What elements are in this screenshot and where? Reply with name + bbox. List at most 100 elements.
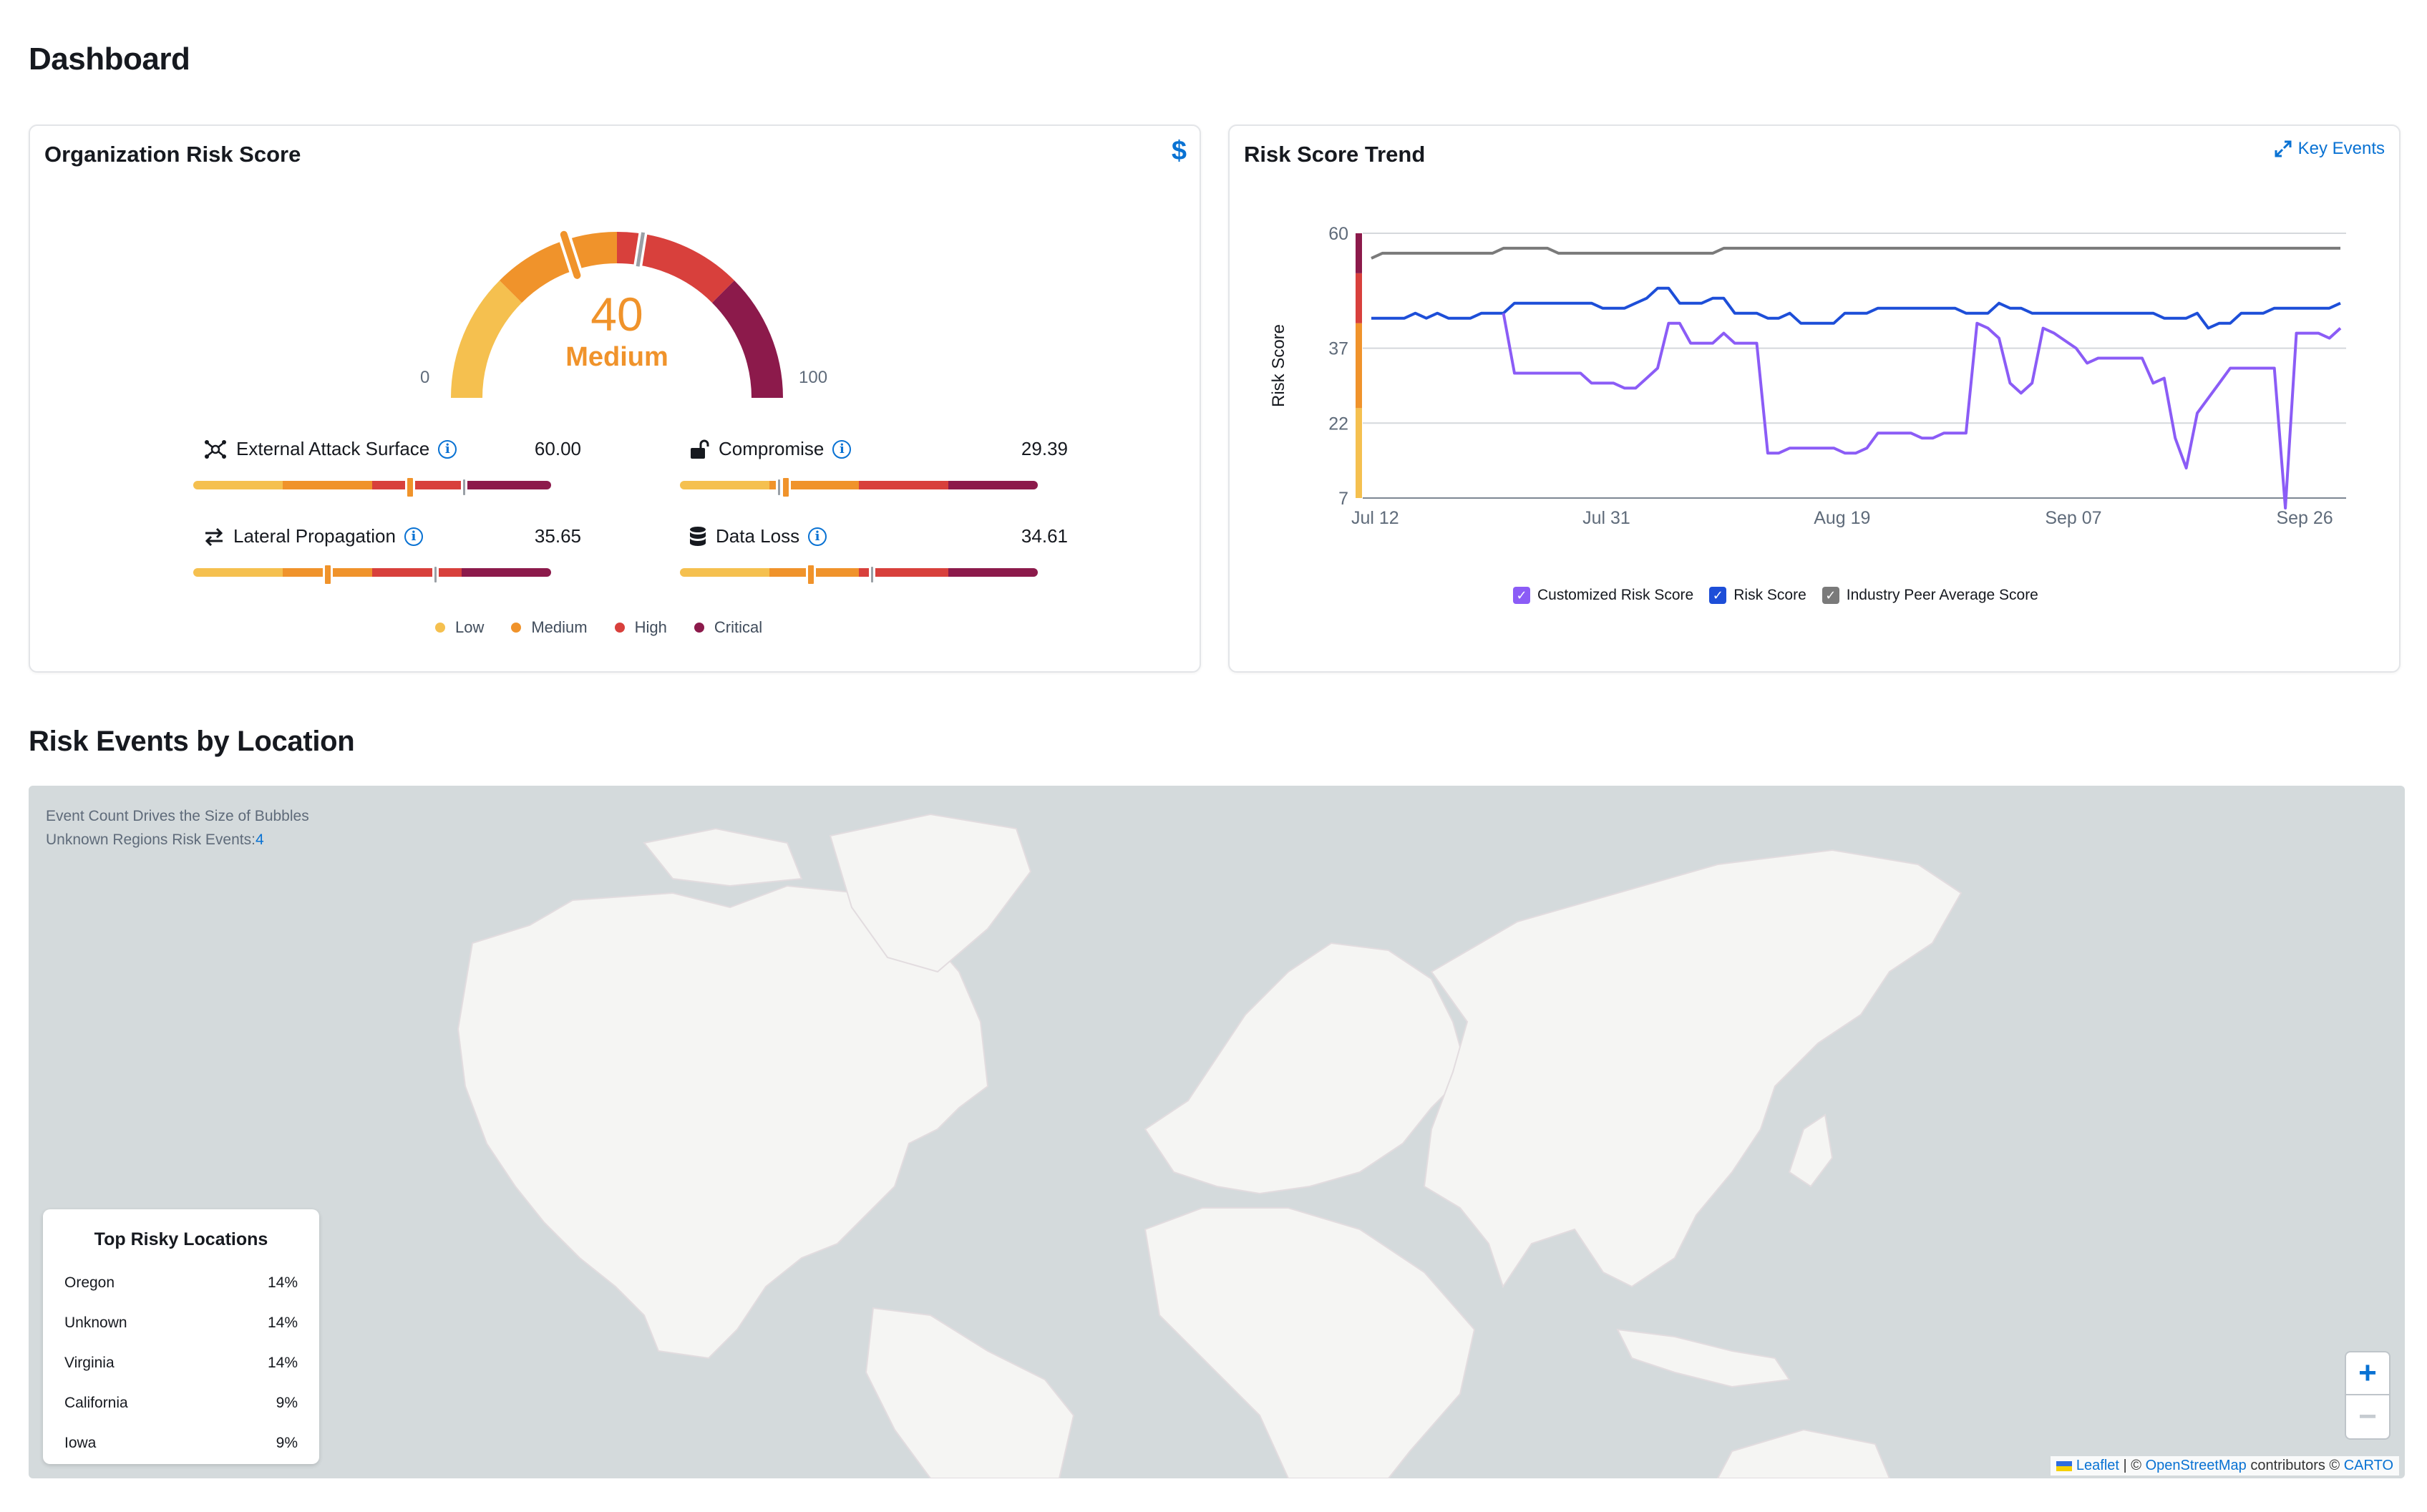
expand-icon [2275,140,2292,157]
subscore-bar-compromise [680,476,1038,499]
peer-marker [460,477,467,497]
subscore-value-lateral: 35.65 [534,525,581,547]
location-pct: 14% [267,1315,298,1331]
series-line-0[interactable] [1371,246,2340,260]
legend-toggle-peer[interactable]: ✓ Industry Peer Average Score [1822,587,2038,604]
bar-segment-2 [372,481,462,489]
bar-segment-1 [283,481,372,489]
score-marker [806,563,816,586]
risk-events-map[interactable]: Event Count Drives the Size of Bubbles U… [29,786,2405,1478]
list-item: Unknown 14% [64,1303,298,1343]
legend-item-critical: Critical [694,618,762,637]
subscore-label: Lateral Propagation [233,525,396,547]
trend-legend: ✓ Customized Risk Score ✓ Risk Score ✓ Indu… [1513,587,2038,604]
zoom-out-button[interactable]: − [2358,1399,2377,1434]
legend-label: Low [455,618,485,636]
unknown-regions-count[interactable]: 4 [255,831,264,848]
gauge-segment-0 [451,280,522,399]
subscore-value-compromise: 29.39 [1021,438,1068,459]
risk-gauge [451,228,783,399]
risk-band-2 [1356,273,1362,323]
bar-segment-2 [859,481,948,489]
location-name: Iowa [64,1435,97,1451]
legend-label: Critical [714,618,763,636]
subscore-label: Data Loss [716,525,800,547]
europe-land [1144,942,1469,1195]
dollar-icon[interactable]: $ [1171,136,1187,166]
bubble-size-note: Event Count Drives the Size of Bubbles [46,808,309,824]
legend-label: Medium [531,618,588,636]
checkbox-checked-icon[interactable]: ✓ [1709,587,1727,604]
gauge-needle [560,230,581,279]
australia-land [1716,1428,1891,1478]
attrib-text: contributors © [2250,1458,2340,1473]
risk-band-1 [1356,323,1362,409]
unknown-regions-label: Unknown Regions Risk Events: [46,831,256,848]
map-attribution: Leaflet | © OpenStreetMap contributors ©… [2051,1456,2399,1476]
bar-segment-1 [769,481,859,489]
subscore-name-external: External Attack Surface i [203,438,457,460]
gauge-segment-1 [499,232,618,303]
network-nodes-icon [205,439,226,459]
bar-segment-3 [462,568,551,577]
legend-dot [614,623,625,633]
bar-segment-0 [680,481,769,489]
legend-dot [694,623,704,633]
bar-track [193,481,551,489]
bar-segment-0 [680,568,769,577]
list-item: Iowa 9% [64,1423,298,1463]
info-icon[interactable]: i [404,527,423,546]
y-tick-label: 37 [1328,339,1348,359]
gauge-level: Medium [565,342,668,372]
bar-segment-3 [948,481,1038,489]
leaflet-link[interactable]: Leaflet [2076,1458,2119,1473]
top-risky-title: Top Risky Locations [94,1229,268,1249]
location-name: Unknown [64,1315,127,1331]
location-name: Oregon [64,1274,115,1291]
subscore-bar-external [193,476,551,499]
location-pct: 9% [276,1435,298,1451]
southeast-asia-islands-land [1616,1328,1791,1388]
legend-dot [511,623,522,633]
subscore-label: Compromise [719,438,825,459]
bar-segment-2 [372,568,462,577]
legend-label: Risk Score [1733,587,1806,603]
subscore-name-compromise: Compromise i [689,438,852,460]
risk-trend-title: Risk Score Trend [1244,142,1426,167]
location-name: Virginia [64,1355,115,1371]
legend-item-medium: Medium [511,618,588,637]
osm-link[interactable]: OpenStreetMap [2145,1458,2247,1473]
series-line-2[interactable] [1502,313,2342,509]
map-note: Event Count Drives the Size of Bubbles U… [46,804,309,852]
info-icon[interactable]: i [808,527,827,546]
bar-segment-3 [948,568,1038,577]
south-america-land [865,1307,1075,1478]
checkbox-checked-icon[interactable]: ✓ [1513,587,1530,604]
legend-toggle-customized[interactable]: ✓ Customized Risk Score [1513,587,1693,604]
bar-segment-3 [462,481,551,489]
checkbox-checked-icon[interactable]: ✓ [1822,587,1839,604]
series-line-1[interactable] [1371,286,2341,330]
asia-land [1423,849,1962,1289]
swap-arrows-icon [205,527,223,546]
zoom-in-button[interactable]: + [2346,1352,2389,1395]
bar-track [193,568,551,577]
subscore-value-dataloss: 34.61 [1021,525,1068,547]
legend-dot [435,623,445,633]
world-map[interactable] [29,786,2405,1478]
unknown-regions-note: Unknown Regions Risk Events:4 [46,828,309,852]
continents [457,813,1962,1478]
africa-land [1144,1207,1476,1478]
gauge-segment-2 [616,232,735,303]
key-events-button[interactable]: Key Events [2274,139,2385,159]
x-tick-label: Sep 26 [2276,508,2333,528]
carto-link[interactable]: CARTO [2343,1458,2393,1473]
list-item: Virginia 14% [64,1343,298,1383]
info-icon[interactable]: i [832,439,852,459]
gauge-peer-marker [636,232,646,267]
score-marker [323,563,333,586]
info-icon[interactable]: i [438,439,457,459]
legend-toggle-risk-score[interactable]: ✓ Risk Score [1709,587,1806,604]
y-tick-label: 22 [1328,414,1348,434]
